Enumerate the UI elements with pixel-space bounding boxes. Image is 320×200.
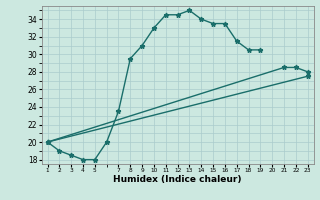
X-axis label: Humidex (Indice chaleur): Humidex (Indice chaleur) <box>113 175 242 184</box>
